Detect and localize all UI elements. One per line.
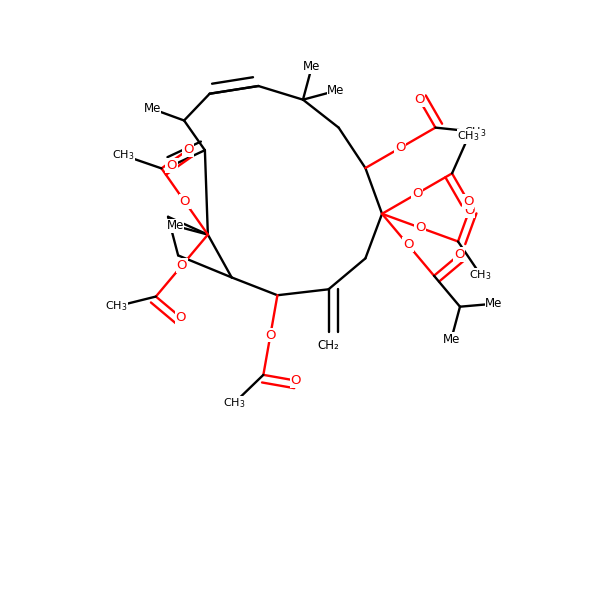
Text: O: O bbox=[290, 374, 301, 387]
Text: O: O bbox=[475, 131, 476, 133]
Text: Me: Me bbox=[143, 103, 161, 115]
Text: Me: Me bbox=[327, 85, 344, 97]
Text: O: O bbox=[176, 259, 187, 272]
Text: Me: Me bbox=[443, 333, 460, 346]
Text: $\mathregular{CH_3}$: $\mathregular{CH_3}$ bbox=[464, 125, 487, 139]
Text: O: O bbox=[415, 221, 425, 234]
Text: O: O bbox=[176, 311, 186, 324]
Text: O: O bbox=[412, 187, 422, 200]
Text: O: O bbox=[468, 136, 469, 137]
Text: O: O bbox=[166, 159, 177, 172]
Text: $\mathregular{CH_3}$: $\mathregular{CH_3}$ bbox=[457, 130, 480, 143]
Text: O: O bbox=[480, 274, 481, 275]
Text: O: O bbox=[265, 329, 275, 341]
Text: O: O bbox=[123, 155, 124, 156]
Text: O: O bbox=[116, 306, 117, 307]
Text: O: O bbox=[464, 204, 475, 217]
Text: $\mathregular{CH_3}$: $\mathregular{CH_3}$ bbox=[112, 148, 134, 162]
Text: Me: Me bbox=[485, 297, 502, 310]
Text: $\mathregular{CH_3}$: $\mathregular{CH_3}$ bbox=[469, 268, 492, 282]
Text: CH₂: CH₂ bbox=[317, 338, 340, 352]
Text: O: O bbox=[403, 238, 413, 251]
Text: O: O bbox=[454, 248, 464, 261]
Text: Me: Me bbox=[166, 220, 184, 232]
Text: O: O bbox=[395, 142, 406, 154]
Text: O: O bbox=[183, 143, 194, 156]
Text: $\mathregular{CH_3}$: $\mathregular{CH_3}$ bbox=[223, 396, 245, 410]
Text: O: O bbox=[463, 195, 473, 208]
Text: Me: Me bbox=[303, 61, 320, 73]
Text: O: O bbox=[414, 93, 424, 106]
Text: O: O bbox=[179, 195, 190, 208]
Text: $\mathregular{CH_3}$: $\mathregular{CH_3}$ bbox=[106, 299, 128, 313]
